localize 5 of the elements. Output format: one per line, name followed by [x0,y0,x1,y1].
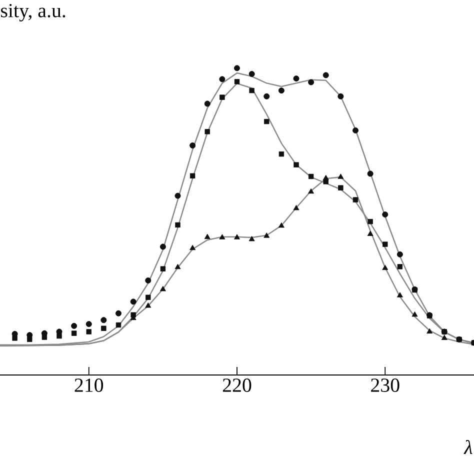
x-tick-label: 210 [74,378,104,392]
y-axis-title: sity, a.u. [1,4,66,22]
x-axis-title: λ [464,440,472,454]
x-tick-label: 220 [222,378,252,392]
x-tick-label: 230 [371,378,400,392]
